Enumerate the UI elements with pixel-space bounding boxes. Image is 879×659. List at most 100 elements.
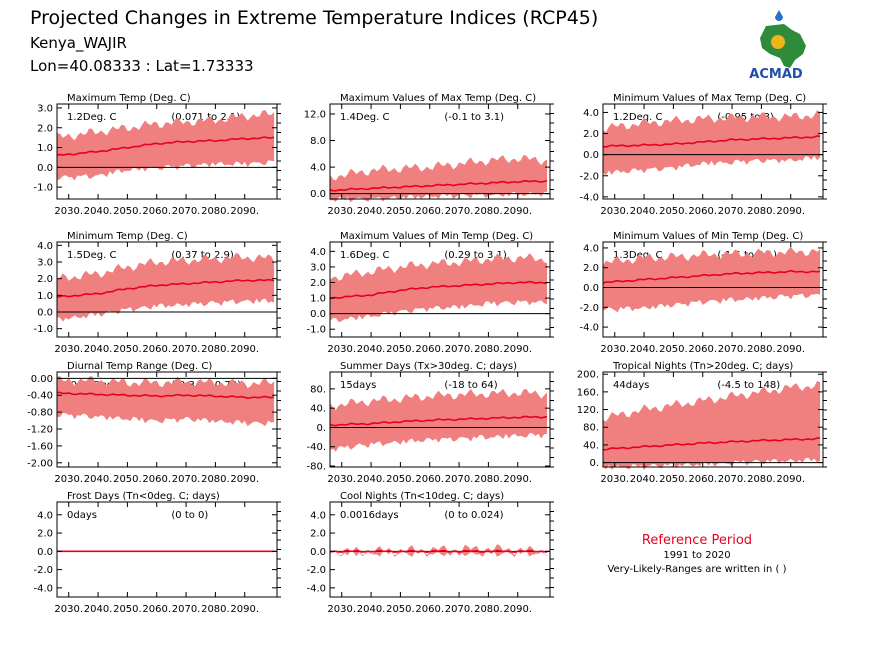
chart-panel: Maximum Temp (Deg. C) 1.2Deg. C (0.071 to …: [33, 93, 281, 217]
x-tick-label: 2090.: [230, 474, 259, 485]
chart-value-label: 15days: [340, 380, 376, 391]
y-tick-label: -2.0: [579, 303, 599, 314]
chart-range-label: (0 to 0.024): [444, 510, 503, 521]
x-tick-label: 2090.: [503, 474, 532, 485]
sun-icon: [771, 35, 785, 49]
x-tick-label: 2030.: [54, 344, 83, 355]
x-tick-label: 2060.: [688, 344, 717, 355]
x-tick-label: 2090.: [503, 604, 532, 615]
y-tick-label: -80.: [306, 462, 326, 473]
likely-range-band: [57, 252, 275, 322]
chart-value-label: 1.5Deg. C: [67, 250, 116, 261]
y-tick-label: 200.: [577, 370, 599, 381]
median-line: [56, 278, 275, 298]
chart-title: Minimum Values of Max Temp (Deg. C): [613, 93, 806, 104]
y-tick-label: -1.0: [306, 325, 326, 336]
y-tick-label: -2.00: [27, 458, 53, 469]
x-tick-label: 2070.: [445, 344, 474, 355]
median-line: [329, 179, 548, 192]
x-tick-label: 2070.: [172, 604, 201, 615]
x-tick-label: 2070.: [445, 604, 474, 615]
median-line: [602, 135, 821, 148]
x-tick-label: 2030.: [54, 206, 83, 217]
x-tick-label: 2050.: [386, 206, 415, 217]
chart-title: Diurnal Temp Range (Deg. C): [67, 361, 212, 372]
chart-panel: Maximum Values of Min Temp (Deg. C) 1.6De…: [306, 231, 554, 355]
x-tick-label: 2040.: [84, 206, 113, 217]
likely-range-band: [603, 110, 821, 176]
y-tick-label: -1.0: [33, 324, 53, 335]
y-tick-label: 2.0: [583, 129, 599, 140]
x-tick-label: 2070.: [172, 474, 201, 485]
x-tick-label: 2040.: [84, 604, 113, 615]
x-tick-label: 2060.: [415, 344, 444, 355]
y-tick-label: -1.20: [27, 425, 53, 436]
chart-panel: Minimum Values of Min Temp (Deg. C) 1.3De…: [579, 231, 827, 355]
chart-value-label: 1.2Deg. C: [613, 112, 662, 123]
chart-range-label: (-0.1 to 3.1): [444, 112, 504, 123]
y-tick-label: 4.0: [583, 243, 599, 254]
chart-title: Tropical Nights (Tn>20deg. C; days): [612, 361, 793, 372]
x-tick-label: 2070.: [172, 344, 201, 355]
chart-panel: Maximum Values of Max Temp (Deg. C) 1.4De…: [304, 93, 554, 217]
y-tick-label: 40.: [583, 440, 599, 451]
y-tick-label: 80.: [583, 423, 599, 434]
x-tick-label: 2060.: [415, 206, 444, 217]
y-tick-label: 0.0: [37, 308, 53, 319]
chart-panel: Tropical Nights (Tn>20deg. C; days) 44day…: [577, 361, 827, 485]
median-line: [56, 391, 275, 400]
y-tick-label: 0.0: [37, 547, 53, 558]
y-tick-label: 2.0: [37, 123, 53, 134]
likely-range-band: [330, 253, 548, 323]
likely-range-band: [330, 154, 548, 203]
chart-title: Frost Days (Tn<0deg. C; days): [67, 491, 220, 502]
reference-period-note: Very-Likely-Ranges are written in ( ): [607, 564, 786, 575]
x-tick-label: 2070.: [718, 474, 747, 485]
y-tick-label: 4.0: [37, 241, 53, 252]
x-tick-label: 2030.: [54, 474, 83, 485]
x-tick-label: 2040.: [84, 344, 113, 355]
x-tick-label: 2060.: [688, 206, 717, 217]
x-tick-label: 2080.: [474, 344, 503, 355]
x-tick-label: 2090.: [230, 206, 259, 217]
x-tick-label: 2090.: [776, 206, 805, 217]
chart-range-label: (-4.5 to 148): [717, 380, 780, 391]
y-tick-label: 4.0: [583, 108, 599, 119]
x-tick-label: 2060.: [142, 474, 171, 485]
chart-title: Maximum Values of Max Temp (Deg. C): [340, 93, 536, 104]
x-tick-label: 2030.: [327, 604, 356, 615]
y-tick-label: 2.0: [310, 529, 326, 540]
x-tick-label: 2090.: [230, 604, 259, 615]
x-tick-label: 2050.: [386, 344, 415, 355]
likely-range-band: [57, 376, 275, 427]
y-tick-label: 4.0: [310, 510, 326, 521]
chart-value-label: 0.0016days: [340, 510, 399, 521]
median-line: [329, 280, 548, 300]
x-tick-label: 2090.: [776, 474, 805, 485]
y-tick-label: 160.: [577, 387, 599, 398]
y-tick-label: 2.0: [37, 274, 53, 285]
y-tick-label: -2.0: [33, 565, 53, 576]
chart-range-label: (0 to 0): [171, 510, 208, 521]
x-tick-label: 2080.: [474, 474, 503, 485]
chart-panel: Diurnal Temp Range (Deg. C)-0.35Deg. C(-…: [27, 361, 281, 485]
x-tick-label: 2030.: [327, 206, 356, 217]
x-tick-label: 2030.: [600, 474, 629, 485]
x-tick-label: 2080.: [201, 206, 230, 217]
chart-range-label: (-0.95 to 3): [717, 112, 774, 123]
chart-range-label: (0.071 to 2.1): [171, 112, 240, 123]
chart-title: Summer Days (Tx>30deg. C; days): [340, 361, 517, 372]
y-tick-label: 0.0: [310, 547, 326, 558]
x-tick-label: 2080.: [747, 474, 776, 485]
x-tick-label: 2060.: [415, 474, 444, 485]
x-tick-label: 2070.: [445, 474, 474, 485]
x-tick-label: 2080.: [474, 206, 503, 217]
reference-period-title: Reference Period: [642, 533, 752, 548]
y-tick-label: -1.0: [33, 183, 53, 194]
y-tick-label: 0.: [589, 458, 599, 469]
x-tick-label: 2050.: [113, 604, 142, 615]
x-tick-label: 2090.: [503, 344, 532, 355]
y-tick-label: 1.0: [310, 294, 326, 305]
y-tick-label: 3.0: [37, 103, 53, 114]
